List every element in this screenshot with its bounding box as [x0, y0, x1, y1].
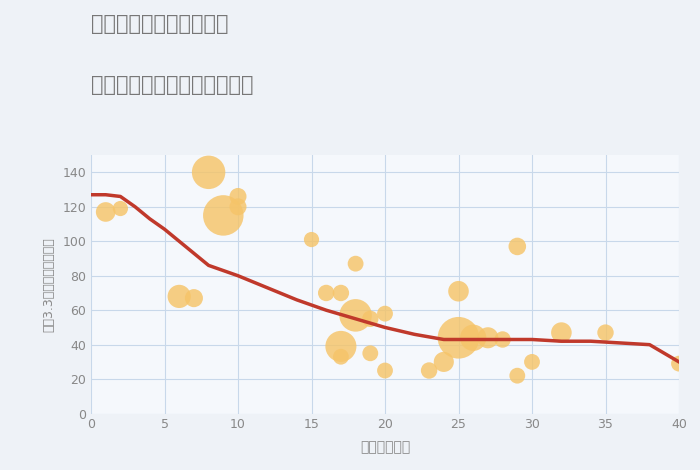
Point	[306, 236, 317, 243]
Point	[115, 205, 126, 212]
Point	[497, 336, 508, 343]
Y-axis label: 坪（3.3㎡）単価（万円）: 坪（3.3㎡）単価（万円）	[42, 237, 55, 332]
Text: 築年数別中古マンション価格: 築年数別中古マンション価格	[91, 75, 253, 95]
Point	[203, 169, 214, 176]
Point	[673, 360, 685, 368]
Point	[335, 353, 346, 360]
Point	[468, 334, 479, 342]
Point	[100, 208, 111, 216]
Point	[321, 289, 332, 297]
Point	[365, 315, 376, 322]
Point	[379, 310, 391, 317]
Point	[218, 212, 229, 219]
Point	[438, 358, 449, 366]
Point	[556, 329, 567, 337]
Point	[600, 329, 611, 337]
Point	[232, 203, 244, 211]
Point	[512, 243, 523, 250]
Point	[174, 293, 185, 300]
Point	[232, 193, 244, 200]
Point	[453, 288, 464, 295]
Point	[365, 350, 376, 357]
X-axis label: 築年数（年）: 築年数（年）	[360, 440, 410, 454]
Point	[453, 334, 464, 342]
Point	[335, 343, 346, 350]
Point	[188, 294, 199, 302]
Point	[335, 289, 346, 297]
Point	[350, 260, 361, 267]
Point	[350, 312, 361, 319]
Point	[424, 367, 435, 374]
Point	[482, 334, 493, 342]
Point	[512, 372, 523, 379]
Point	[379, 367, 391, 374]
Point	[526, 358, 538, 366]
Text: 奈良県磯城郡三宅町屏風: 奈良県磯城郡三宅町屏風	[91, 14, 228, 34]
